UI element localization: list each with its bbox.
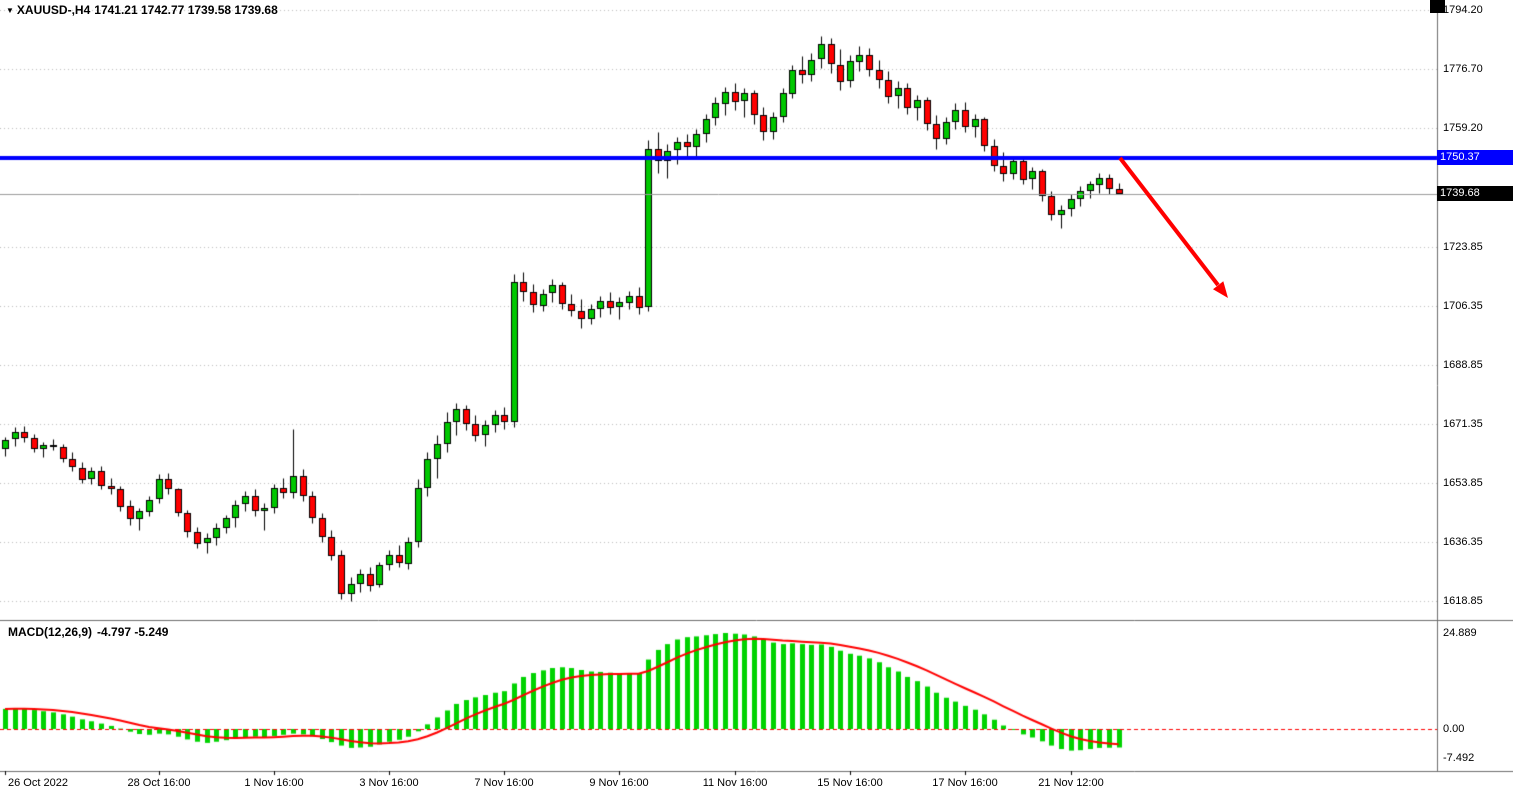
time-axis[interactable]: 26 Oct 2022 28 Oct 16:00 1 Nov 16:00 3 Nov … xyxy=(0,771,1513,800)
macd-axis-label: -7.492 xyxy=(1443,752,1475,764)
price-axis-label: 1618.85 xyxy=(1443,595,1483,607)
price-axis-label: 1671.35 xyxy=(1443,418,1483,430)
macd-values: -4.797 -5.249 xyxy=(97,625,169,639)
time-axis-label: 1 Nov 16:00 xyxy=(244,777,304,789)
price-axis-label: 1636.35 xyxy=(1443,536,1483,548)
time-axis-label: 17 Nov 16:00 xyxy=(932,777,998,789)
time-axis-label: 28 Oct 16:00 xyxy=(127,777,191,789)
symbol-ohlc-info: ▼ XAUUSD-,H4 1741.21 1742.77 1739.58 1739.… xyxy=(6,3,282,17)
time-axis-label: 21 Nov 12:00 xyxy=(1038,777,1104,789)
price-axis-label: 1759.20 xyxy=(1443,122,1483,134)
price-axis-label: 1706.35 xyxy=(1443,300,1483,312)
price-axis-label: 1653.85 xyxy=(1443,477,1483,489)
price-axis-label: 1723.85 xyxy=(1443,241,1483,253)
price-axis-label: 1794.20 xyxy=(1443,4,1483,16)
axis-corner-marker xyxy=(1430,0,1445,13)
time-axis-label: 26 Oct 2022 xyxy=(8,777,68,789)
macd-axis-label: 0.00 xyxy=(1443,723,1465,735)
arrow-head-icon xyxy=(1213,281,1228,298)
time-axis-label: 15 Nov 16:00 xyxy=(817,777,883,789)
time-axis-label: 11 Nov 16:00 xyxy=(702,777,768,789)
price-axis[interactable]: 1794.20 1776.70 1759.20 1723.85 1706.35 1688.… xyxy=(1437,0,1513,771)
time-axis-label: 9 Nov 16:00 xyxy=(589,777,649,789)
ohlc-values: 1741.21 1742.77 1739.58 1739.68 xyxy=(94,3,278,17)
macd-params: MACD(12,26,9) xyxy=(8,625,93,639)
hline-price-tag: 1750.37 xyxy=(1437,150,1513,165)
time-axis-label: 3 Nov 16:00 xyxy=(359,777,419,789)
macd-axis-label: 24.889 xyxy=(1443,627,1477,639)
downtrend-arrow-annotation[interactable] xyxy=(1108,148,1240,312)
bid-price-tag: 1739.68 xyxy=(1437,186,1513,201)
collapse-triangle-icon[interactable]: ▼ xyxy=(6,6,14,16)
arrow-line xyxy=(1118,156,1220,287)
price-axis-label: 1688.85 xyxy=(1443,359,1483,371)
symbol-timeframe-label: XAUUSD-,H4 xyxy=(16,3,91,17)
price-axis-label: 1776.70 xyxy=(1443,63,1483,75)
macd-indicator-label: MACD(12,26,9) -4.797 -5.249 xyxy=(8,625,173,639)
time-axis-label: 7 Nov 16:00 xyxy=(474,777,534,789)
